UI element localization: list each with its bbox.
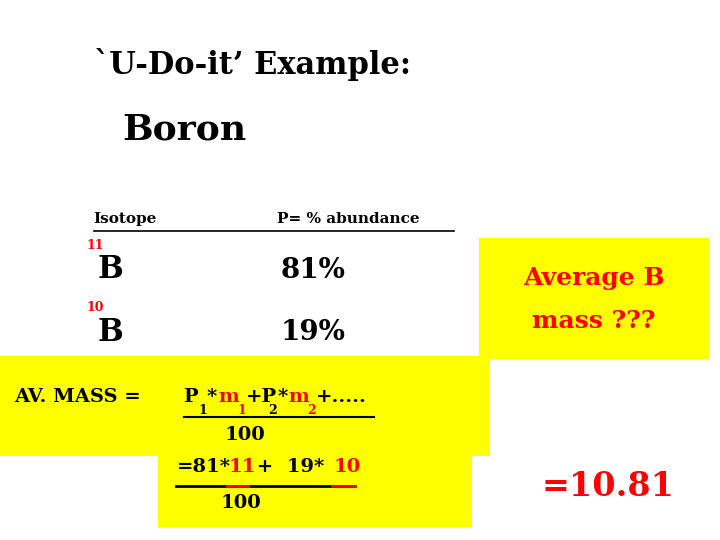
Text: *: * — [207, 388, 217, 406]
Text: 2: 2 — [307, 404, 316, 417]
Text: `U-Do-it’ Example:: `U-Do-it’ Example: — [94, 48, 410, 82]
Text: 19%: 19% — [281, 319, 346, 346]
Text: 81%: 81% — [281, 256, 346, 284]
Text: 11: 11 — [228, 458, 256, 476]
Text: 2: 2 — [269, 404, 277, 417]
Text: P= % abundance: P= % abundance — [277, 212, 420, 226]
Bar — [479, 238, 709, 359]
Text: +  19*: + 19* — [250, 458, 324, 476]
Bar — [0, 356, 490, 456]
Text: B: B — [97, 254, 123, 286]
Text: +.....: +..... — [316, 388, 367, 406]
Text: Isotope: Isotope — [94, 212, 157, 226]
Text: 1: 1 — [198, 404, 207, 417]
Text: m: m — [218, 388, 239, 406]
Text: 100: 100 — [221, 494, 261, 512]
Text: P: P — [184, 388, 198, 406]
Text: =81*: =81* — [176, 458, 230, 476]
Text: m: m — [289, 388, 310, 406]
Bar — [158, 432, 472, 526]
Text: 10: 10 — [333, 458, 361, 476]
Text: 100: 100 — [225, 426, 265, 444]
Text: mass ???: mass ??? — [532, 309, 656, 333]
Text: B: B — [97, 316, 123, 348]
Text: Boron: Boron — [122, 113, 247, 146]
Text: =10.81: =10.81 — [542, 469, 675, 503]
Text: +P: +P — [246, 388, 276, 406]
Text: 1: 1 — [238, 404, 246, 417]
Text: 10: 10 — [86, 301, 104, 314]
Text: 11: 11 — [86, 239, 104, 252]
Text: Average B: Average B — [523, 266, 665, 290]
Text: AV. MASS =: AV. MASS = — [14, 388, 141, 406]
Text: *: * — [277, 388, 287, 406]
